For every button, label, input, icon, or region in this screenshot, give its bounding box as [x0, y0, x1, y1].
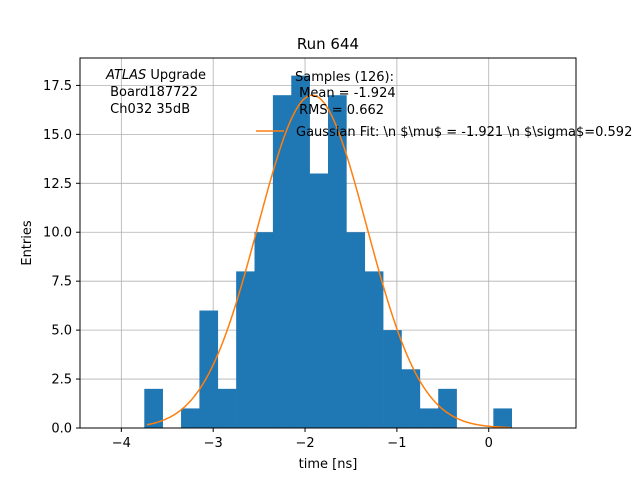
- histogram-bar-11: [346, 232, 366, 428]
- histogram-bar-8: [291, 75, 310, 428]
- atlas-label: ATLAS Upgrade: [105, 68, 206, 83]
- x-axis-label: time [ns]: [299, 457, 358, 472]
- y-tick-label-0: 0.0: [51, 422, 72, 437]
- channel-label: Ch032 35dB: [106, 102, 190, 117]
- chart-title: Run 644: [297, 35, 359, 53]
- y-axis-label: Entries: [20, 220, 35, 266]
- y-tick-label-4: 10.0: [43, 226, 72, 241]
- board-label: Board187722: [106, 85, 198, 100]
- atlas-upgrade-text: Upgrade: [146, 68, 206, 83]
- legend: Gaussian Fit: \n $\mu$ = -1.921 \n $\sig…: [256, 125, 632, 140]
- histogram-bar-4: [217, 388, 237, 428]
- histogram-bar-6: [254, 232, 274, 428]
- histogram-bar-13: [383, 330, 402, 428]
- axis-ticks: −4 −3 −2 −1 0 0.0 2.5 5.0 7.5 10.0 12.5 15.0 17.5: [43, 79, 493, 451]
- histogram-bar-14: [401, 369, 421, 428]
- histogram-bar-9: [309, 173, 329, 428]
- y-tick-label-3: 7.5: [51, 275, 72, 290]
- y-tick-label-5: 12.5: [43, 177, 72, 192]
- x-tick-label-4: 0: [485, 436, 493, 451]
- legend-fit-label: Gaussian Fit: \n $\mu$ = -1.921 \n $\sig…: [296, 125, 632, 140]
- atlas-italic-text: ATLAS: [105, 68, 146, 83]
- histogram-bar-3: [199, 310, 219, 428]
- gaussian-fit: [146, 94, 511, 429]
- x-tick-label-0: −4: [112, 436, 131, 451]
- histogram-bar-0: [144, 388, 163, 428]
- histogram-bar-16: [438, 388, 457, 428]
- histogram-bars: [144, 75, 513, 428]
- x-tick-label-1: −3: [204, 436, 223, 451]
- y-tick-label-1: 2.5: [51, 373, 72, 388]
- x-tick-label-3: −1: [387, 436, 406, 451]
- histogram-bar-19: [493, 408, 513, 428]
- histogram-bar-7: [272, 95, 292, 428]
- histogram-bar-15: [419, 408, 439, 428]
- y-tick-label-6: 15.0: [43, 128, 72, 143]
- histogram-bar-5: [236, 271, 255, 428]
- axes-frame: [79, 57, 577, 429]
- histogram-bar-2: [181, 408, 200, 428]
- samples-label: Samples (126):: [295, 70, 394, 85]
- histogram-bar-10: [328, 95, 347, 428]
- y-tick-label-2: 5.0: [51, 324, 72, 339]
- gaussian-fit-curve: [146, 94, 511, 429]
- rms-label: RMS = 0.662: [295, 103, 384, 118]
- y-tick-label-7: 17.5: [43, 79, 72, 94]
- x-tick-label-2: −2: [295, 436, 314, 451]
- mean-label: Mean = -1.924: [295, 86, 396, 101]
- histogram-bar-12: [364, 271, 384, 428]
